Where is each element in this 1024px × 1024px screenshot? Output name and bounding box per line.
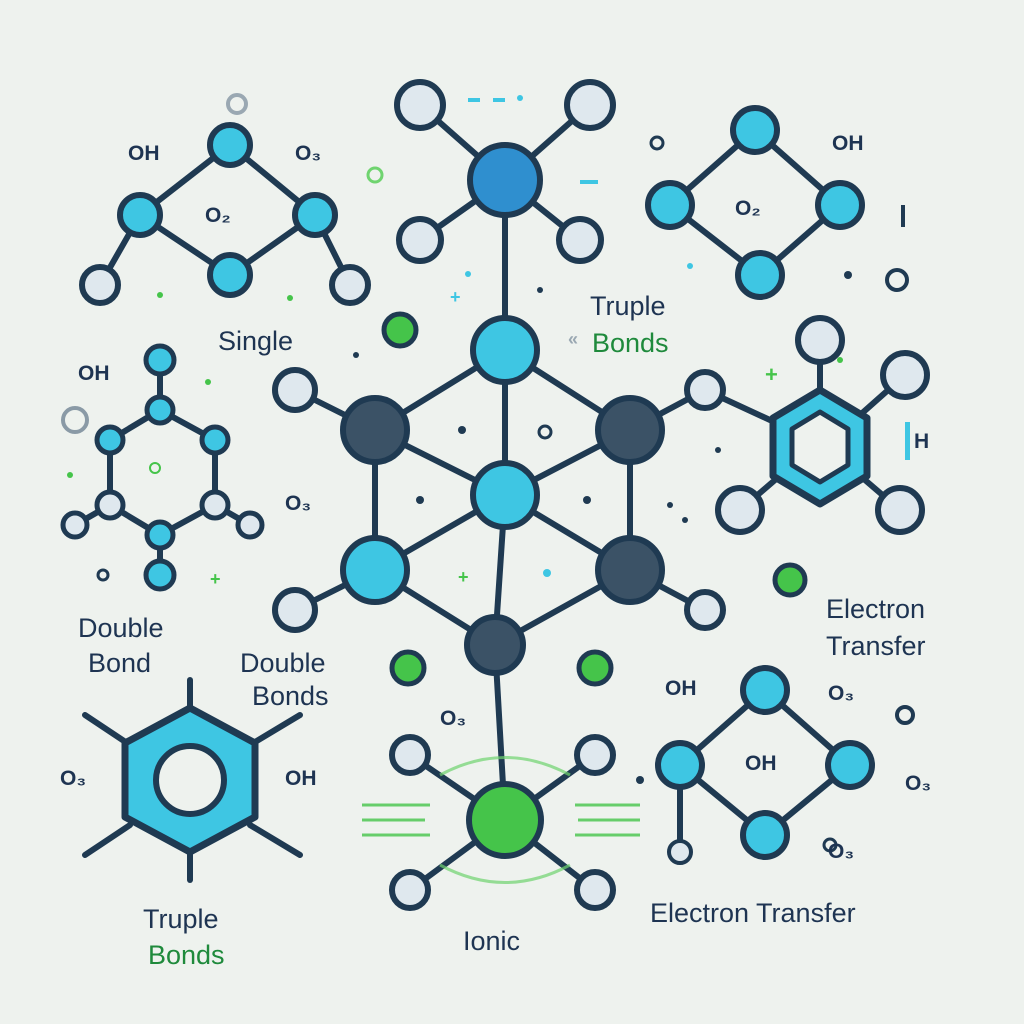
svg-text:+: + [450,287,461,307]
atom [740,665,790,715]
formula-labels: OH O₃ O₂ OH O₂ OH O₃ O₃ OH H O₃ OH O₃ OH… [60,132,931,863]
formula-o3: O₃ [828,682,854,705]
atom [715,485,765,535]
formula-o2: O₂ [735,197,761,220]
svg-text:+: + [210,569,221,589]
svg-text:+: + [765,362,778,387]
atom [576,649,614,687]
atom [684,369,726,411]
atom [61,406,89,434]
atom [556,216,604,264]
formula-oh: OH [78,362,110,385]
atom [207,122,253,168]
label-single: Single [218,326,293,356]
atom [389,649,427,687]
label-truple-bonds-bottom-line1: Truple [143,904,219,934]
atom [564,79,616,131]
formula-h: H [914,430,929,453]
benzene-inner-ring [789,409,851,485]
atom [815,180,865,230]
atom [667,839,693,865]
formula-o2: O₂ [205,204,231,227]
atom [117,192,163,238]
atom [143,558,177,592]
atom [396,216,444,264]
label-double-bond-line2: Bond [88,648,151,678]
label-electron-transfer-right-line2: Transfer [826,631,926,661]
formula-oh: OH [745,752,777,775]
atom [684,589,726,631]
svg-text:+: + [458,567,469,587]
label-double-bond-line1: Double [78,613,164,643]
formula-o3: O₃ [905,772,931,795]
ionic-center-atom [466,781,544,859]
atom [389,734,431,776]
atom [655,740,705,790]
atom [595,535,665,605]
atom [470,315,540,385]
atom [340,535,410,605]
atom [199,489,231,521]
atom [467,142,543,218]
hexagon-center-ring [153,743,227,817]
atom [144,394,176,426]
formula-o3: O₃ [60,767,86,790]
atom [381,311,419,349]
atom [772,562,808,598]
ionic-lines [362,803,640,837]
atom [574,869,616,911]
formula-o3: O₃ [285,492,311,515]
atom [389,869,431,911]
atom [199,424,231,456]
label-double-bonds-line1: Double [240,648,326,678]
formula-o3: O₃ [828,840,854,863]
formula-oh: OH [665,677,697,700]
svg-text:«: « [568,329,578,349]
ionic-glow [439,756,571,884]
atom [94,424,126,456]
atom [207,252,253,298]
atom [94,489,126,521]
atom [880,350,930,400]
atom [292,192,338,238]
atom [645,180,695,230]
atom [735,250,785,300]
label-double-bonds-line2: Bonds [252,681,329,711]
atom [595,395,665,465]
atom [144,519,176,551]
label-ionic: Ionic [463,926,520,956]
atom [79,264,121,306]
atom [875,485,925,535]
formula-oh: OH [285,767,317,790]
label-truple-bonds-bottom-line2: Bonds [148,940,225,970]
atom [470,460,540,530]
label-truple-bonds-top-line1: Truple [590,291,666,321]
decorative-dots: + + + + « [67,93,915,853]
formula-oh: OH [128,142,160,165]
atom [340,395,410,465]
atom [464,614,526,676]
atom [394,79,446,131]
label-electron-transfer-right-line1: Electron [826,594,925,624]
formula-o3: O₃ [295,142,321,165]
atom [272,587,318,633]
atom [740,810,790,860]
formula-oh: OH [832,132,864,155]
label-truple-bonds-top-line2: Bonds [592,328,669,358]
atom [272,367,318,413]
atom [730,105,780,155]
label-electron-transfer-bottom: Electron Transfer [650,898,856,928]
atoms [60,79,930,911]
atom [795,315,845,365]
atom [60,510,90,540]
atom [825,740,875,790]
atom [329,264,371,306]
atom [143,343,177,377]
atom [574,734,616,776]
formula-o3: O₃ [440,707,466,730]
atom [235,510,265,540]
